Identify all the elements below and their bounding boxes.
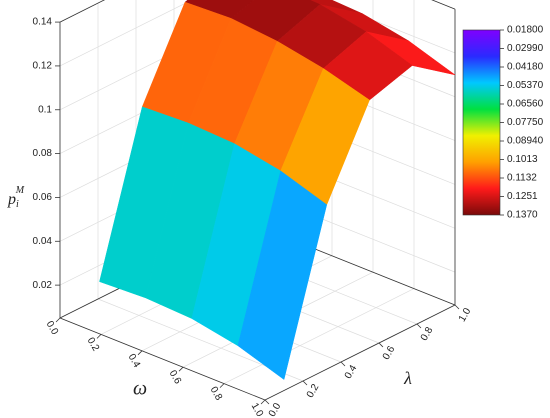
x-tick (96, 334, 102, 339)
x-tick-label: 0.4 (126, 352, 143, 370)
y-tick-label: 0.6 (381, 344, 398, 362)
x-tick-label: 0.8 (208, 385, 225, 403)
y-tick (378, 342, 384, 348)
grid-line (59, 0, 193, 67)
x-tick-label: 1.0 (249, 401, 266, 418)
colorbar-tick-label: 0.1370 (507, 210, 538, 221)
z-tick-label: 0.08 (33, 148, 53, 159)
y-tick-label: 0.8 (419, 325, 436, 343)
y-tick (264, 399, 270, 405)
colorbar-tick-label: 0.01800 (507, 25, 544, 36)
y-tick (340, 361, 346, 367)
axis-line (59, 317, 266, 401)
y-tick (416, 323, 422, 329)
y-tick (454, 304, 460, 310)
surface (99, 0, 456, 380)
colorbar-tick-label: 0.1013 (507, 154, 538, 165)
z-axis-title: piM (7, 185, 25, 210)
colorbar-tick-label: 0.08940 (507, 136, 544, 147)
x-tick (137, 350, 143, 356)
axis-line (264, 304, 456, 401)
y-tick-label: 0.2 (305, 382, 322, 400)
y-axis-title: λ (403, 368, 412, 388)
z-tick-label: 0.02 (33, 280, 53, 291)
colorbar (462, 29, 501, 216)
colorbar-tick-label: 0.02990 (507, 43, 544, 54)
y-tick (302, 380, 308, 386)
colorbar-tick-label: 0.07750 (507, 117, 544, 128)
z-tick-label: 0.12 (33, 61, 53, 72)
z-tick-label: 0.14 (33, 17, 53, 28)
surface-cell (237, 170, 328, 380)
z-title-base: p (7, 191, 16, 208)
x-tick (260, 399, 266, 405)
y-tick-label: 0.0 (267, 401, 284, 418)
y-tick-label: 0.4 (343, 363, 360, 381)
z-title-sup: M (15, 185, 25, 196)
grid-line (223, 288, 415, 384)
y-tick-label: 1.0 (457, 306, 474, 324)
axis-line (59, 0, 106, 23)
x-tick-label: 0.2 (85, 336, 102, 354)
x-tick-label: 0.6 (167, 368, 184, 386)
z-tick-label: 0.06 (33, 192, 53, 203)
z-tick-label: 0.1 (38, 104, 52, 115)
colorbar-tick-label: 0.04180 (507, 62, 544, 73)
x-tick (178, 366, 184, 372)
colorbar-tick-label: 0.1251 (507, 191, 538, 202)
z-title-sub: i (16, 199, 19, 210)
colorbar-tick-label: 0.05370 (507, 80, 544, 91)
x-tick (55, 317, 61, 323)
z-tick-label: 0.04 (33, 236, 53, 247)
x-tick-label: 0.0 (44, 319, 61, 337)
x-axis-title: ω (133, 378, 147, 400)
x-tick (219, 383, 225, 388)
colorbar-tick-label: 0.06560 (507, 99, 544, 110)
colorbar-tick-label: 0.1132 (507, 173, 537, 184)
